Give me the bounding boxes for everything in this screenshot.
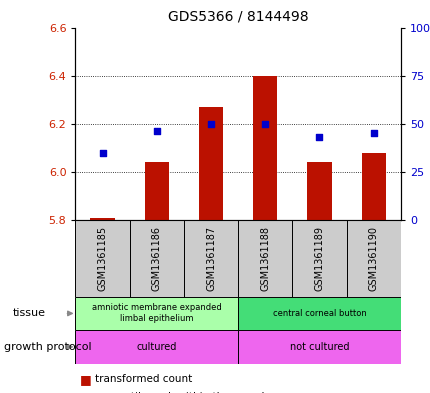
Text: amniotic membrane expanded
limbal epithelium: amniotic membrane expanded limbal epithe… bbox=[92, 303, 221, 323]
Text: growth protocol: growth protocol bbox=[4, 342, 92, 352]
Bar bbox=[75, 330, 238, 364]
Bar bbox=[307, 162, 331, 220]
Bar bbox=[292, 220, 346, 297]
Bar bbox=[361, 152, 385, 220]
Text: GSM1361190: GSM1361190 bbox=[368, 226, 378, 291]
Point bbox=[207, 121, 214, 127]
Text: cultured: cultured bbox=[136, 342, 177, 352]
Point bbox=[99, 149, 106, 156]
Bar bbox=[238, 330, 400, 364]
Point bbox=[261, 121, 268, 127]
Bar bbox=[184, 220, 238, 297]
Bar bbox=[238, 220, 292, 297]
Bar bbox=[129, 220, 184, 297]
Text: not cultured: not cultured bbox=[289, 342, 348, 352]
Title: GDS5366 / 8144498: GDS5366 / 8144498 bbox=[167, 9, 308, 24]
Text: tissue: tissue bbox=[13, 309, 46, 318]
Point bbox=[369, 130, 376, 136]
Bar bbox=[238, 297, 400, 330]
Text: transformed count: transformed count bbox=[95, 374, 192, 384]
Text: GSM1361187: GSM1361187 bbox=[206, 226, 215, 291]
Point bbox=[315, 134, 322, 140]
Bar bbox=[252, 75, 277, 220]
Text: ■: ■ bbox=[80, 373, 91, 386]
Text: GSM1361185: GSM1361185 bbox=[97, 226, 108, 291]
Text: percentile rank within the sample: percentile rank within the sample bbox=[95, 392, 270, 393]
Point bbox=[153, 129, 160, 135]
Bar bbox=[90, 218, 114, 220]
Text: GSM1361189: GSM1361189 bbox=[314, 226, 324, 291]
Text: GSM1361188: GSM1361188 bbox=[260, 226, 270, 291]
Bar bbox=[144, 162, 169, 220]
Bar bbox=[75, 297, 238, 330]
Bar bbox=[75, 220, 129, 297]
Text: central corneal button: central corneal button bbox=[272, 309, 366, 318]
Bar bbox=[346, 220, 400, 297]
Bar bbox=[198, 107, 223, 220]
Text: GSM1361186: GSM1361186 bbox=[151, 226, 161, 291]
Text: ■: ■ bbox=[80, 390, 91, 393]
